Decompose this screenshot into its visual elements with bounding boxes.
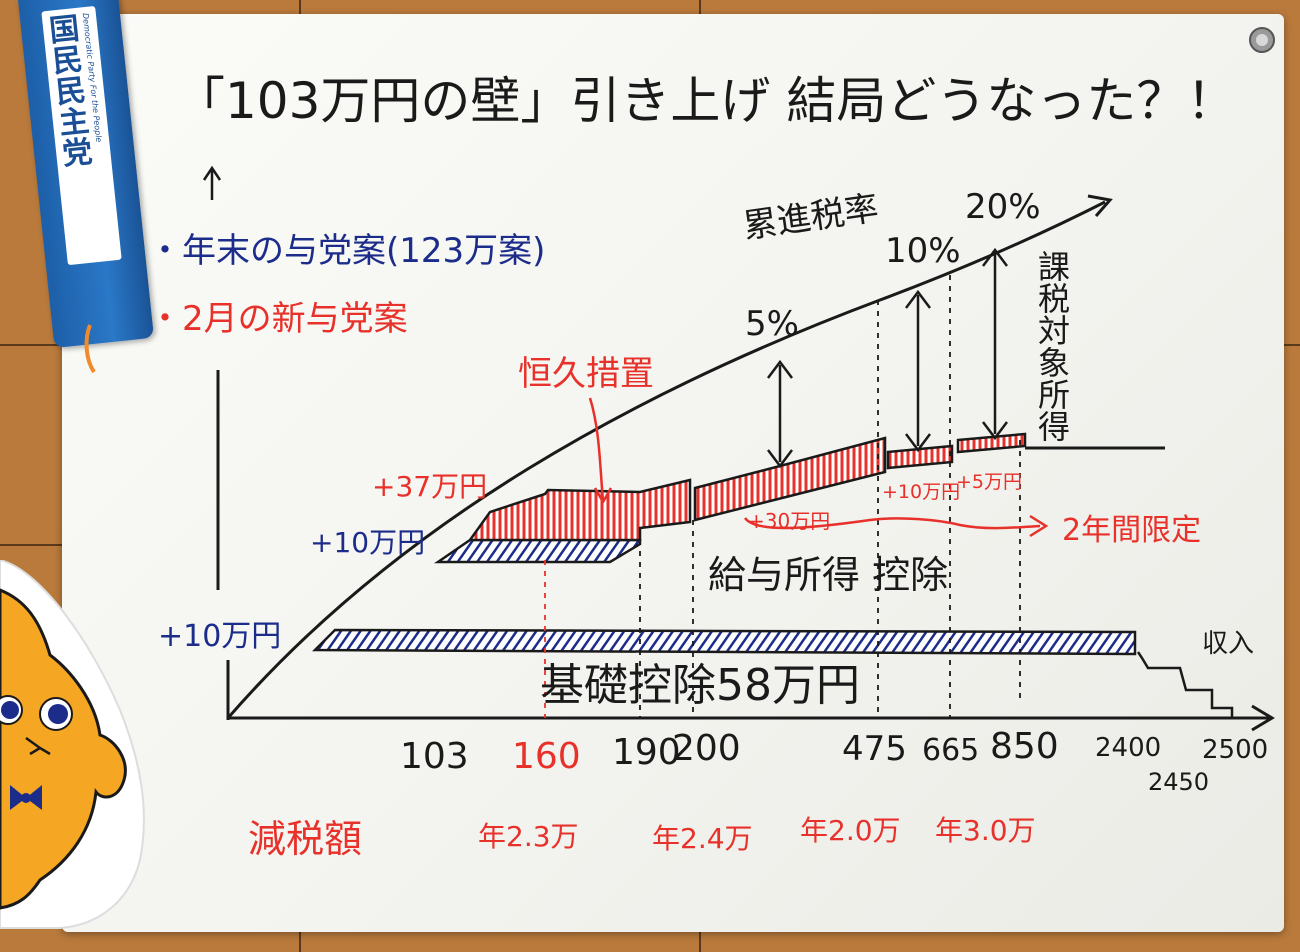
tax-cut-label: 減税額: [248, 817, 362, 861]
legend-feb: ・2月の新与党案: [148, 299, 408, 339]
banner-tie-icon: [84, 324, 96, 374]
progressive-rate-label: 累進税率: [741, 188, 881, 247]
red-band-permanent: [467, 478, 692, 542]
rate-5-label: 5%: [745, 304, 799, 344]
basic-deduction-label: 基礎控除58万円: [540, 660, 860, 711]
pointer-arrow-head-icon: [593, 487, 613, 505]
taxable-income-label: 課税対象所得: [1033, 250, 1071, 442]
tick-200: 200: [672, 728, 741, 769]
rate-10-label: 10%: [885, 231, 961, 271]
red-band-5: [956, 432, 1027, 454]
pointer-arrow: [588, 397, 605, 501]
up-arrow-icon: [202, 165, 222, 200]
tick-665: 665: [922, 733, 979, 768]
two-year-limit-label: 2年間限定: [1062, 513, 1201, 548]
plus37-label: +37万円: [372, 470, 487, 503]
permanent-measure-label: 恒久措置: [518, 354, 654, 394]
salary-deduction-label: 給与所得 控除: [708, 553, 948, 597]
plus10-upper-label: +10万円: [310, 526, 425, 559]
dashed-guides: [544, 275, 1021, 718]
curve-arrow-icon: [1087, 194, 1113, 217]
mascot-icon: [0, 560, 145, 929]
legend-year-end: ・年末の与党案(123万案): [148, 231, 545, 271]
tick-850: 850: [990, 726, 1059, 767]
tick-2450: 2450: [1148, 768, 1209, 796]
plus10-small-label: +10万円: [882, 481, 960, 503]
red-band-30: [693, 436, 887, 522]
two-year-bracket: [743, 517, 1041, 530]
tax-cut-v3: 年2.0万: [800, 814, 901, 847]
tick-103: 103: [400, 736, 469, 777]
taper-staircase: [1136, 651, 1234, 718]
tax-cut-v1: 年2.3万: [478, 820, 579, 853]
red-band-10: [886, 444, 954, 470]
two-year-arrow-icon: [1029, 514, 1049, 538]
income-axis-label: 収入: [1202, 629, 1254, 659]
rate-20-label: 20%: [965, 187, 1041, 227]
pin-icon: [1249, 27, 1275, 53]
plus10-lower-label: +10万円: [158, 619, 281, 654]
plus5-label: +5万円: [956, 471, 1022, 493]
tick-2400: 2400: [1095, 733, 1161, 763]
tick-160: 160: [512, 736, 581, 777]
salary-deduction-band: [433, 538, 642, 564]
plus30-label: +30万円: [748, 509, 830, 533]
x-axis-arrow-icon: [1251, 704, 1275, 732]
page-title: 「103万円の壁」引き上げ 結局どうなった？！: [175, 72, 1236, 130]
tax-cut-v4: 年3.0万: [935, 814, 1036, 847]
basic-deduction-band: [311, 628, 1137, 656]
income-curve: [226, 200, 1106, 719]
whiteboard: [62, 14, 1284, 932]
tax-cut-v2: 年2.4万: [652, 822, 753, 855]
height-arrows: [767, 247, 1008, 469]
tick-475: 475: [842, 729, 907, 769]
tick-2500: 2500: [1202, 735, 1268, 765]
tick-190: 190: [612, 732, 681, 773]
